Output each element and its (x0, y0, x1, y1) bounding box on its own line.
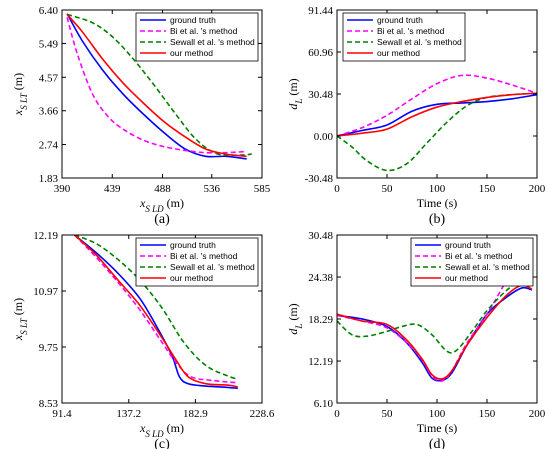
x-tick-label: 50 (382, 408, 394, 420)
chart-panel-d: 0 50 100 150 200 6.10 12.19 18.29 24.38 30.48 Time… (275, 225, 550, 449)
legend-label: Bi et al. 's method (445, 251, 513, 261)
series-line-4 (73, 235, 238, 388)
x-tick-label: 200 (529, 183, 546, 195)
y-axis-title: dL (m) (286, 303, 304, 334)
y-tick-label: 9.75 (39, 342, 59, 354)
series-line-4 (337, 284, 533, 380)
y-axis-title: dL (m) (286, 78, 304, 109)
y-tick-label: 30.48 (308, 230, 333, 242)
x-tick-label: 137.2 (116, 408, 141, 420)
chart-svg-d: 0 50 100 150 200 6.10 12.19 18.29 24.38 30.48 Time… (286, 230, 546, 449)
panel-label: (b) (429, 212, 446, 227)
y-tick-label: 30.48 (308, 89, 333, 101)
series-group (337, 74, 537, 172)
x-tick-label: 390 (54, 183, 71, 195)
y-tick-label: 24.38 (308, 272, 333, 284)
legend-label: ground truth (170, 15, 216, 25)
y-tick-label: 12.19 (33, 230, 58, 242)
y-tick-label: 1.83 (39, 173, 59, 185)
series-line-3 (337, 280, 533, 354)
chart-svg-a: 390 439 488 536 585 1.83 2.74 3.66 4.57 5.49 6.40 x… (11, 5, 271, 227)
y-tick-label: 4.57 (39, 72, 59, 84)
x-tick-label: 0 (334, 183, 340, 195)
x-tick-label: 150 (479, 408, 496, 420)
chart-svg-c: 91.4 137.2 182.9 228.6 8.53 9.75 10.97 12.19 xS … (11, 230, 275, 449)
x-axis-title: xS LD (m) (139, 196, 184, 214)
legend-label: Sewall et al. 's method (170, 262, 255, 272)
x-tick-label: 536 (203, 183, 220, 195)
panel-label: (c) (154, 437, 170, 449)
y-tick-label: 12.19 (308, 356, 333, 368)
legend-label: Sewall et al. 's method (170, 37, 255, 47)
series-group (73, 235, 239, 390)
legend-label: Bi et al. 's method (377, 26, 445, 36)
series-line-3 (74, 235, 239, 380)
x-tick-label: 150 (479, 183, 496, 195)
legend-label: Sewall et al. 's method (377, 37, 462, 47)
y-tick-label: -30.48 (305, 173, 334, 185)
plot-frame (61, 234, 263, 404)
y-tick-label: 0.00 (314, 131, 334, 143)
x-tick-label: 50 (382, 183, 394, 195)
series-line-2 (73, 235, 238, 384)
x-tick-label: 182.9 (183, 408, 208, 420)
legend-label: our method (170, 48, 213, 58)
x-tick-label: 100 (429, 183, 446, 195)
y-tick-label: 8.53 (39, 398, 59, 410)
legend-label: ground truth (170, 240, 216, 250)
y-tick-label: 6.10 (314, 398, 334, 410)
series-line-2 (66, 17, 247, 154)
y-tick-label: 60.96 (308, 47, 333, 59)
legend-label: our method (377, 48, 420, 58)
y-tick-label: 6.40 (39, 5, 59, 17)
y-tick-label: 3.66 (39, 106, 59, 118)
x-tick-label: 439 (104, 183, 121, 195)
x-axis-title: xS LD (m) (139, 421, 184, 439)
series-line-2 (337, 74, 537, 137)
legend-label: Sewall et al. 's method (445, 262, 530, 272)
series-line-1 (337, 286, 533, 382)
y-tick-label: 10.97 (33, 286, 58, 298)
series-line-1 (66, 13, 247, 160)
series-group (66, 13, 252, 160)
chart-svg-b: 0 50 100 150 200 -30.48 0.00 30.48 60.96 91.44 Tim… (286, 5, 546, 227)
panel-label: (d) (429, 437, 446, 449)
x-tick-label: 91.4 (52, 408, 72, 420)
x-axis-title: Time (s) (417, 421, 458, 435)
series-line-3 (66, 13, 252, 157)
legend-label: Bi et al. 's method (170, 251, 238, 261)
y-tick-label: 5.49 (39, 38, 59, 50)
legend-label: Bi et al. 's method (170, 26, 238, 36)
y-tick-label: 2.74 (39, 140, 59, 152)
legend-label: our method (170, 273, 213, 283)
y-tick-label: 18.29 (308, 314, 333, 326)
x-tick-label: 488 (154, 183, 171, 195)
x-tick-label: 200 (529, 408, 546, 420)
legend-label: ground truth (377, 15, 423, 25)
y-axis-title: xS LT (m) (11, 73, 29, 116)
x-tick-label: 100 (429, 408, 446, 420)
series-line-1 (337, 93, 537, 137)
y-axis-title: xS LT (m) (11, 298, 29, 341)
chart-panel-b: 0 50 100 150 200 -30.48 0.00 30.48 60.96 91.44 Tim… (275, 0, 550, 227)
series-line-4 (337, 92, 537, 137)
x-tick-label: 228.6 (250, 408, 275, 420)
x-tick-label: 585 (254, 183, 271, 195)
plot-frame (61, 9, 263, 179)
legend-label: ground truth (445, 240, 491, 250)
y-tick-label: 91.44 (308, 5, 333, 17)
chart-panel-a: 390 439 488 536 585 1.83 2.74 3.66 4.57 5.49 6.40 x… (0, 0, 275, 227)
chart-panel-c: 91.4 137.2 182.9 228.6 8.53 9.75 10.97 12.19 xS … (0, 225, 275, 449)
series-line-4 (66, 13, 247, 158)
x-tick-label: 0 (334, 408, 340, 420)
x-axis-title: Time (s) (417, 196, 458, 210)
legend-label: our method (445, 273, 488, 283)
panel-label: (a) (154, 212, 170, 227)
